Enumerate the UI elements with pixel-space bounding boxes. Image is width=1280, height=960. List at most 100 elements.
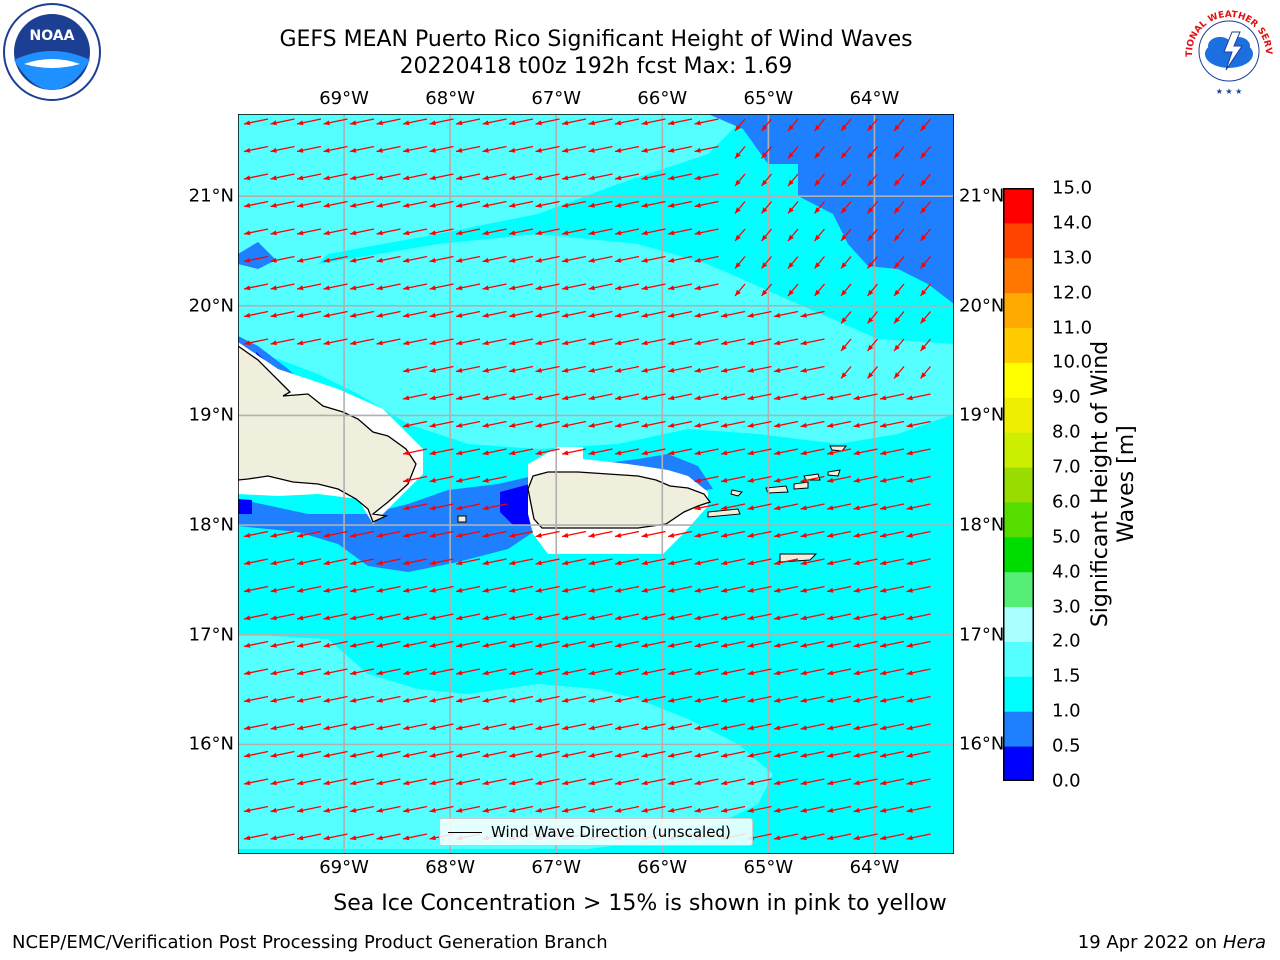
wind-wave-arrowhead bbox=[853, 670, 860, 676]
wind-wave-arrowhead bbox=[880, 807, 887, 813]
wind-wave-arrowhead bbox=[376, 670, 383, 676]
wind-wave-arrowhead bbox=[323, 835, 330, 841]
wind-wave-arrowhead bbox=[562, 615, 569, 621]
wind-wave-arrowhead bbox=[244, 752, 251, 758]
wind-wave-arrowhead bbox=[827, 752, 834, 758]
wind-wave-arrowhead bbox=[350, 560, 357, 566]
wind-wave-arrowhead bbox=[270, 230, 277, 236]
wind-wave-arrowhead bbox=[244, 697, 251, 703]
wind-wave-arrowhead bbox=[297, 807, 304, 813]
wind-wave-arrowhead bbox=[509, 285, 516, 291]
wind-wave-arrowhead bbox=[867, 152, 874, 159]
colorbar-level-label: 0.0 bbox=[1052, 770, 1081, 792]
wind-wave-arrowhead bbox=[615, 202, 622, 208]
wind-wave-arrowhead bbox=[588, 450, 595, 456]
wind-wave-arrowhead bbox=[880, 615, 887, 621]
footer-host: Hera bbox=[1222, 932, 1266, 953]
wind-wave-arrowhead bbox=[694, 587, 701, 593]
wind-wave-arrowhead bbox=[867, 207, 874, 214]
wind-wave-arrowhead bbox=[588, 367, 595, 373]
wind-wave-arrowhead bbox=[509, 230, 516, 236]
wind-wave-arrowhead bbox=[668, 257, 675, 263]
wind-wave-arrowhead bbox=[562, 147, 569, 153]
wind-wave-arrowhead bbox=[853, 422, 860, 428]
wind-wave-arrowhead bbox=[906, 477, 913, 483]
contour-dark-northeast bbox=[708, 114, 954, 304]
wind-wave-arrowhead bbox=[535, 752, 542, 758]
wind-wave-arrowhead bbox=[867, 262, 874, 269]
wind-wave-arrowhead bbox=[456, 202, 463, 208]
wind-wave-arrowhead bbox=[827, 587, 834, 593]
wind-wave-arrowhead bbox=[403, 807, 410, 813]
wind-wave-arrowhead bbox=[894, 372, 900, 379]
wind-wave-arrowhead bbox=[761, 124, 768, 131]
wind-wave-arrowhead bbox=[535, 697, 542, 703]
wind-wave-arrowhead bbox=[429, 532, 436, 538]
wind-wave-arrowhead bbox=[482, 367, 489, 373]
wind-wave-arrowhead bbox=[535, 175, 542, 181]
wind-wave-arrowhead bbox=[641, 450, 648, 456]
wind-wave-arrowhead bbox=[403, 395, 410, 401]
wind-wave-arrowhead bbox=[668, 175, 675, 181]
wind-wave-arrowhead bbox=[841, 207, 847, 214]
wind-wave-arrowhead bbox=[615, 697, 622, 703]
wind-wave-arrowhead bbox=[376, 587, 383, 593]
wind-wave-arrowhead bbox=[880, 725, 887, 731]
wind-wave-arrowhead bbox=[615, 450, 622, 456]
colorbar-band bbox=[1003, 536, 1034, 573]
wind-wave-arrowhead bbox=[694, 642, 701, 648]
wind-wave-arrowhead bbox=[403, 120, 410, 126]
lat-tick-label: 19°N bbox=[188, 404, 234, 426]
wind-wave-arrowhead bbox=[562, 670, 569, 676]
wind-wave-arrowhead bbox=[509, 560, 516, 566]
wind-wave-arrowhead bbox=[827, 395, 834, 401]
wind-wave-arrowhead bbox=[509, 175, 516, 181]
wind-wave-arrowhead bbox=[270, 807, 277, 813]
wind-wave-arrowhead bbox=[562, 725, 569, 731]
wind-wave-arrowhead bbox=[509, 670, 516, 676]
wind-wave-arrowhead bbox=[735, 152, 741, 159]
wind-wave-arrowhead bbox=[403, 477, 410, 483]
wind-wave-arrowhead bbox=[403, 450, 410, 456]
wind-wave-arrowhead bbox=[297, 725, 304, 731]
wind-wave-arrowhead bbox=[403, 615, 410, 621]
wind-wave-arrowhead bbox=[800, 807, 807, 813]
wind-wave-arrowhead bbox=[721, 532, 728, 538]
wind-wave-arrowhead bbox=[853, 587, 860, 593]
wind-wave-arrowhead bbox=[456, 147, 463, 153]
wind-wave-arrowhead bbox=[880, 450, 887, 456]
wind-wave-arrowhead bbox=[668, 422, 675, 428]
wind-wave-arrowhead bbox=[323, 532, 330, 538]
colorbar-level-label: 13.0 bbox=[1052, 247, 1093, 269]
wind-wave-arrowhead bbox=[721, 340, 728, 346]
wind-wave-arrowhead bbox=[788, 289, 794, 296]
wind-wave-arrowhead bbox=[403, 697, 410, 703]
wind-wave-arrowhead bbox=[641, 340, 648, 346]
wind-wave-arrowhead bbox=[827, 725, 834, 731]
wind-wave-arrowhead bbox=[867, 234, 874, 241]
colorbar bbox=[1003, 188, 1034, 781]
wind-wave-arrowhead bbox=[376, 642, 383, 648]
wind-wave-arrowhead bbox=[244, 340, 251, 346]
wind-wave-arrowhead bbox=[270, 697, 277, 703]
wind-wave-arrowhead bbox=[270, 285, 277, 291]
wind-wave-arrowhead bbox=[429, 835, 436, 841]
wind-wave-arrowhead bbox=[323, 725, 330, 731]
wind-wave-arrowhead bbox=[694, 807, 701, 813]
wind-wave-arrowhead bbox=[562, 422, 569, 428]
wind-wave-arrowhead bbox=[270, 752, 277, 758]
wind-wave-arrowhead bbox=[535, 202, 542, 208]
wind-wave-arrowhead bbox=[482, 752, 489, 758]
wind-wave-arrowhead bbox=[721, 615, 728, 621]
wind-wave-arrowhead bbox=[535, 587, 542, 593]
wind-wave-arrowhead bbox=[588, 422, 595, 428]
wind-wave-arrowhead bbox=[774, 835, 781, 841]
wind-wave-arrowhead bbox=[894, 317, 900, 324]
wind-wave-arrowhead bbox=[641, 230, 648, 236]
wind-wave-arrowhead bbox=[906, 725, 913, 731]
lon-tick-label: 65°W bbox=[743, 88, 794, 109]
lat-tick-label: 18°N bbox=[188, 514, 234, 536]
wind-wave-arrowhead bbox=[615, 312, 622, 318]
wind-wave-arrowhead bbox=[482, 257, 489, 263]
wind-wave-arrowhead bbox=[456, 477, 463, 483]
